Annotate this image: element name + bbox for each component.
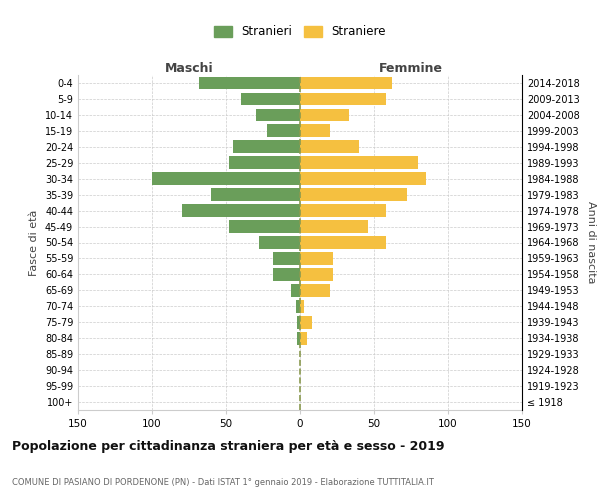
Bar (296, 300, 300, 312)
Bar (300, 204, 386, 217)
Bar (300, 220, 368, 233)
Bar (199, 76, 300, 90)
Bar (300, 140, 359, 153)
Text: COMUNE DI PASIANO DI PORDENONE (PN) - Dati ISTAT 1° gennaio 2019 - Elaborazione : COMUNE DI PASIANO DI PORDENONE (PN) - Da… (12, 478, 434, 487)
Bar (300, 124, 329, 137)
Text: Maschi: Maschi (164, 62, 214, 75)
Bar (300, 108, 349, 122)
Bar (291, 284, 300, 296)
Bar (259, 236, 300, 249)
Bar (182, 204, 300, 217)
Bar (300, 236, 386, 249)
Bar (297, 332, 300, 344)
Bar (300, 156, 418, 169)
Bar (274, 252, 300, 265)
Bar (300, 188, 407, 201)
Bar (300, 252, 332, 265)
Bar (300, 300, 304, 312)
Bar (300, 92, 386, 106)
Bar (233, 140, 300, 153)
Bar (300, 284, 329, 296)
Bar (268, 124, 300, 137)
Bar (300, 268, 332, 281)
Bar (256, 108, 300, 122)
Bar (300, 172, 426, 185)
Bar (300, 332, 307, 344)
Bar (300, 316, 312, 328)
Text: Femmine: Femmine (379, 62, 443, 75)
Bar (229, 156, 300, 169)
Bar (152, 172, 300, 185)
Bar (211, 188, 300, 201)
Bar (229, 220, 300, 233)
Bar (297, 316, 300, 328)
Text: Popolazione per cittadinanza straniera per età e sesso - 2019: Popolazione per cittadinanza straniera p… (12, 440, 445, 453)
Y-axis label: Fasce di età: Fasce di età (29, 210, 39, 276)
Bar (300, 76, 392, 90)
Legend: Stranieri, Straniere: Stranieri, Straniere (209, 20, 391, 43)
Bar (241, 92, 300, 106)
Y-axis label: Anni di nascita: Anni di nascita (586, 201, 596, 284)
Bar (274, 268, 300, 281)
